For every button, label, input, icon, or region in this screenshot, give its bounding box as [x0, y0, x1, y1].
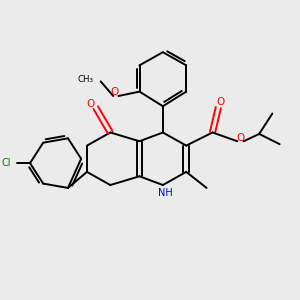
- Text: Cl: Cl: [2, 158, 11, 168]
- Text: O: O: [111, 88, 119, 98]
- Text: O: O: [237, 133, 245, 143]
- Text: CH₃: CH₃: [78, 75, 94, 84]
- Text: O: O: [216, 98, 224, 107]
- Text: O: O: [86, 99, 94, 109]
- Text: NH: NH: [158, 188, 172, 198]
